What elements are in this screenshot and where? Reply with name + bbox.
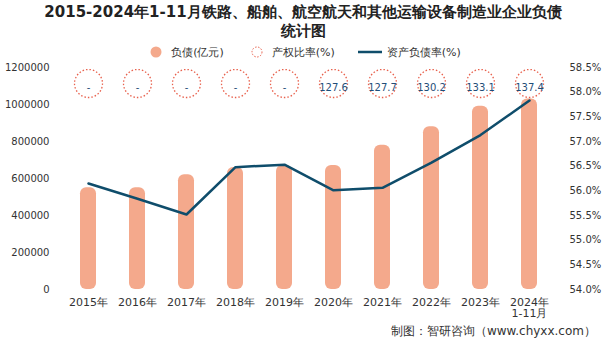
svg-text:2021年: 2021年 — [363, 296, 402, 309]
svg-text:137.4: 137.4 — [515, 82, 544, 93]
svg-text:800000: 800000 — [11, 136, 49, 147]
svg-text:600000: 600000 — [11, 173, 49, 184]
html-text:资产负债率(%): 资产负债率(%) — [386, 45, 461, 59]
svg-text:55.5%: 55.5% — [570, 210, 602, 221]
svg-text:2023年: 2023年 — [461, 296, 500, 309]
svg-text:2016年: 2016年 — [118, 296, 157, 309]
svg-text:200000: 200000 — [11, 247, 49, 258]
html-text:2015-2024年1-11月铁路、船舶、航空航天和其他运输: 2015-2024年1-11月铁路、船舶、航空航天和其他运输设备制造业企业负债统… — [44, 3, 562, 40]
html-text:产权比率(%): 产权比率(%) — [271, 45, 335, 59]
html-text:制图：智研咨询（www.chyxx.com）: 制图：智研咨询（www.chyxx.com） — [390, 324, 596, 338]
svg-text:0: 0 — [43, 284, 49, 295]
svg-text:56.0%: 56.0% — [570, 185, 602, 196]
svg-text:2018年: 2018年 — [216, 296, 255, 309]
svg-text:133.1: 133.1 — [466, 82, 495, 93]
svg-text:58.5%: 58.5% — [570, 62, 602, 73]
svg-text:130.2: 130.2 — [417, 82, 446, 93]
svg-text:-: - — [185, 82, 189, 93]
svg-text:-: - — [87, 82, 91, 93]
svg-text:2019年: 2019年 — [265, 296, 304, 309]
svg-text:2022年: 2022年 — [412, 296, 451, 309]
svg-text:2020年: 2020年 — [314, 296, 353, 309]
svg-text:2015年: 2015年 — [69, 296, 108, 309]
svg-text:1200000: 1200000 — [5, 62, 50, 73]
svg-text:54.5%: 54.5% — [570, 259, 602, 270]
html-text:负债(亿元): 负债(亿元) — [171, 45, 224, 59]
svg-text:-: - — [283, 82, 287, 93]
svg-text:400000: 400000 — [11, 210, 49, 221]
svg-text:1000000: 1000000 — [5, 99, 50, 110]
svg-text:2017年: 2017年 — [167, 296, 206, 309]
svg-text:127.6: 127.6 — [319, 82, 348, 93]
svg-text:57.0%: 57.0% — [570, 136, 602, 147]
svg-text:54.0%: 54.0% — [570, 284, 602, 295]
svg-text:55.0%: 55.0% — [570, 234, 602, 245]
svg-text:127.7: 127.7 — [368, 82, 397, 93]
svg-text:57.5%: 57.5% — [570, 111, 602, 122]
svg-text:-: - — [234, 82, 238, 93]
svg-text:56.5%: 56.5% — [570, 160, 602, 171]
svg-text:-: - — [136, 82, 140, 93]
svg-text:2024年1-11月: 2024年1-11月 — [510, 296, 549, 320]
svg-text:58.0%: 58.0% — [570, 86, 602, 97]
